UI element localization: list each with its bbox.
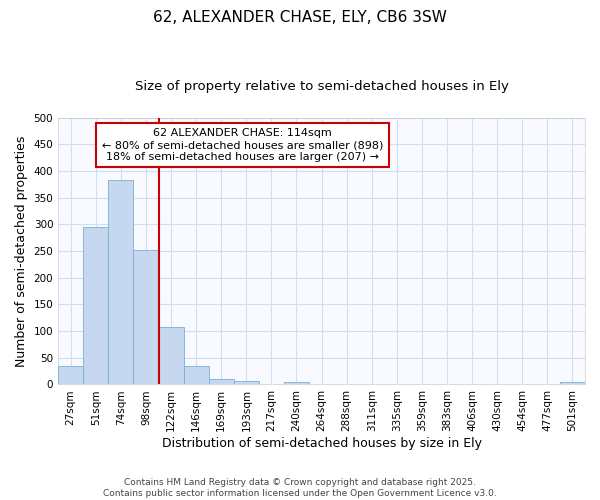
- Text: 62, ALEXANDER CHASE, ELY, CB6 3SW: 62, ALEXANDER CHASE, ELY, CB6 3SW: [153, 10, 447, 25]
- Title: Size of property relative to semi-detached houses in Ely: Size of property relative to semi-detach…: [134, 80, 509, 93]
- Bar: [184, 366, 209, 384]
- X-axis label: Distribution of semi-detached houses by size in Ely: Distribution of semi-detached houses by …: [161, 437, 482, 450]
- Bar: [234, 382, 259, 384]
- Bar: [158, 328, 184, 384]
- Bar: [560, 382, 585, 384]
- Bar: [133, 250, 158, 384]
- Bar: [109, 180, 133, 384]
- Bar: [83, 227, 109, 384]
- Bar: [58, 366, 83, 384]
- Text: 62 ALEXANDER CHASE: 114sqm
← 80% of semi-detached houses are smaller (898)
18% o: 62 ALEXANDER CHASE: 114sqm ← 80% of semi…: [102, 128, 383, 162]
- Bar: [209, 379, 234, 384]
- Text: Contains HM Land Registry data © Crown copyright and database right 2025.
Contai: Contains HM Land Registry data © Crown c…: [103, 478, 497, 498]
- Y-axis label: Number of semi-detached properties: Number of semi-detached properties: [15, 136, 28, 367]
- Bar: [284, 382, 309, 384]
